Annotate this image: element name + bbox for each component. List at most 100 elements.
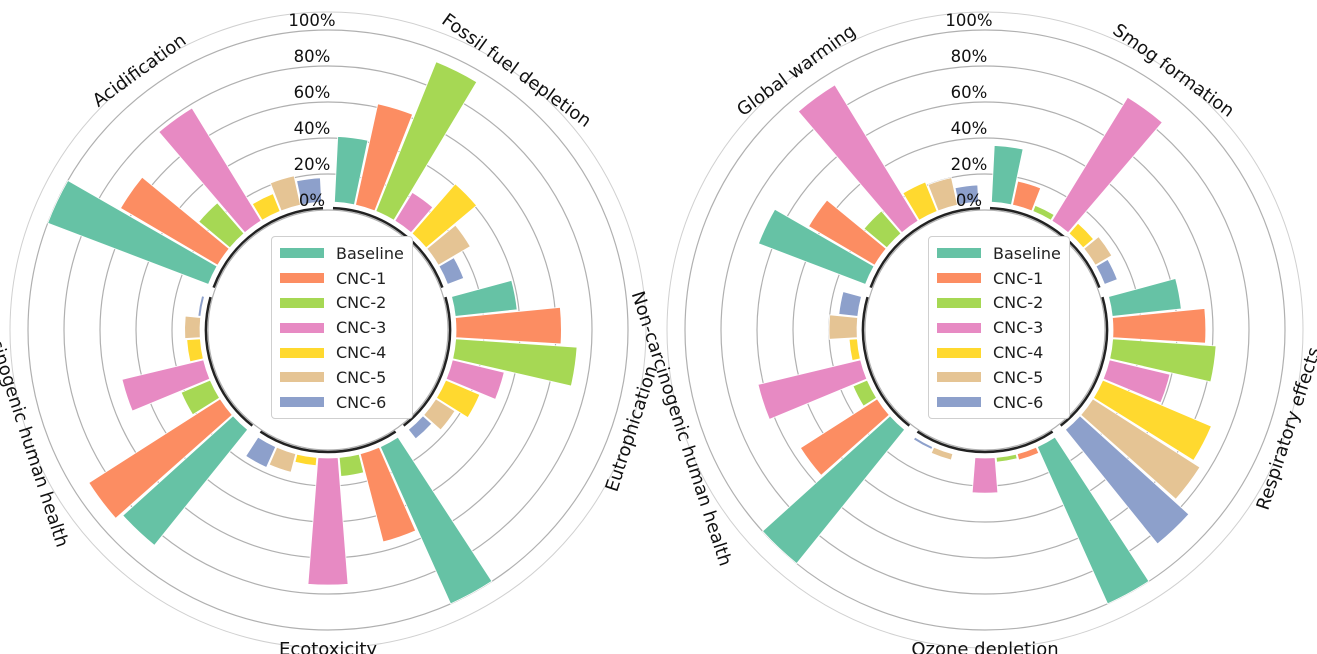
- bar-ozone-depletion-cnc-5: [930, 446, 954, 461]
- bar-carcinogenic-human-health-baseline: [122, 415, 249, 546]
- bar-eutrophication-cnc-3: [445, 359, 505, 400]
- bar-global-warming-cnc-2: [863, 210, 902, 249]
- bar-respiratory-effects-baseline: [1108, 278, 1182, 317]
- category-label-carcinogenic-human-health: Carcinogenic human health: [0, 308, 72, 550]
- category-baseline-arc: [861, 296, 911, 427]
- legend-item-cnc-4: CNC-4: [937, 340, 1061, 365]
- legend-label: CNC-1: [993, 268, 1044, 288]
- legend-right: Baseline CNC-1 CNC-2 CNC-3 CNC-4 CNC-5 C…: [928, 236, 1070, 419]
- legend-swatch-baseline: [937, 248, 981, 259]
- category-baseline-arc: [869, 206, 981, 289]
- bar-smog-formation-cnc-1: [1012, 180, 1042, 212]
- legend-swatch-cnc-4: [280, 347, 324, 358]
- bar-ecotoxicity-cnc-3: [307, 457, 349, 586]
- bar-respiratory-effects-cnc-5: [1080, 398, 1201, 500]
- grid-circle: [63, 65, 593, 595]
- legend-label: Baseline: [993, 243, 1061, 263]
- legend-item-baseline: Baseline: [937, 241, 1061, 266]
- legend-item-cnc-3: CNC-3: [937, 315, 1061, 340]
- bar-non-carcinogenic-human-health-cnc-6: [838, 291, 862, 317]
- legend-swatch-cnc-6: [937, 397, 981, 408]
- bar-ecotoxicity-cnc-1: [359, 446, 417, 543]
- legend-swatch-cnc-5: [937, 372, 981, 383]
- legend-item-cnc-1: CNC-1: [280, 266, 404, 291]
- bar-respiratory-effects-cnc-1: [1111, 308, 1207, 344]
- category-baseline-arc: [332, 206, 444, 289]
- bar-smog-formation-cnc-4: [1068, 222, 1095, 249]
- legend-label: Baseline: [336, 243, 404, 263]
- legend-label: CNC-5: [336, 367, 387, 387]
- legend-item-cnc-1: CNC-1: [937, 266, 1061, 291]
- outer-frame: [9, 11, 647, 649]
- radial-tick-label: 80%: [951, 47, 988, 66]
- category-label-ecotoxicity: Ecotoxicity: [279, 639, 377, 654]
- bar-ecotoxicity-cnc-2: [338, 453, 365, 477]
- bar-fossil-fuel-depletion-cnc-3: [394, 191, 434, 234]
- bar-respiratory-effects-cnc-2: [1109, 338, 1217, 383]
- outer-frame: [666, 11, 1304, 649]
- radial-tick-label: 0%: [299, 191, 325, 210]
- bar-eutrophication-cnc-2: [452, 338, 578, 387]
- legend-swatch-cnc-3: [280, 322, 324, 333]
- bar-acidification-cnc-2: [198, 202, 245, 249]
- bar-ecotoxicity-cnc-5: [268, 446, 297, 473]
- legend-swatch-cnc-4: [937, 347, 981, 358]
- category-label-acidification: Acidification: [89, 30, 190, 112]
- grid-circle: [207, 209, 449, 451]
- bar-fossil-fuel-depletion-cnc-5: [426, 224, 471, 266]
- bar-carcinogenic-human-health-cnc-3: [121, 359, 211, 412]
- bar-smog-formation-baseline: [991, 145, 1024, 206]
- legend-swatch-cnc-2: [280, 297, 324, 308]
- legend-item-cnc-3: CNC-3: [280, 315, 404, 340]
- legend-label: CNC-6: [993, 392, 1044, 412]
- grid-circle: [27, 29, 629, 631]
- radial-tick-label: 100%: [945, 11, 992, 30]
- legend-item-cnc-6: CNC-6: [280, 390, 404, 415]
- bar-ozone-depletion-cnc-6: [912, 436, 934, 450]
- legend-label: CNC-6: [336, 392, 387, 412]
- legend-item-cnc-2: CNC-2: [937, 291, 1061, 316]
- radial-tick-label: 0%: [956, 191, 982, 210]
- legend-swatch-cnc-3: [937, 322, 981, 333]
- bar-global-warming-cnc-1: [808, 199, 887, 266]
- bar-acidification-cnc-6: [296, 177, 322, 206]
- radial-tick-label: 100%: [288, 11, 335, 30]
- bar-respiratory-effects-cnc-3: [1102, 359, 1171, 404]
- bar-acidification-cnc-4: [251, 193, 281, 221]
- bar-non-carcinogenic-human-health-cnc-1: [799, 398, 890, 476]
- bar-non-carcinogenic-human-health-cnc-5: [828, 314, 859, 340]
- radial-tick-label: 40%: [951, 119, 988, 138]
- legend-swatch-cnc-5: [280, 372, 324, 383]
- bar-non-carcinogenic-human-health-cnc-2: [852, 379, 878, 407]
- bar-carcinogenic-human-health-cnc-4: [186, 338, 204, 363]
- bar-fossil-fuel-depletion-cnc-6: [438, 257, 465, 285]
- bar-acidification-cnc-3: [158, 107, 262, 234]
- bar-acidification-cnc-5: [269, 175, 301, 212]
- category-baseline-arc: [1059, 296, 1109, 427]
- bar-fossil-fuel-depletion-cnc-1: [355, 103, 414, 212]
- bar-fossil-fuel-depletion-baseline: [334, 136, 369, 206]
- category-baseline-arc: [212, 206, 324, 289]
- bar-ozone-depletion-cnc-4: [953, 452, 975, 458]
- bar-carcinogenic-human-health-cnc-2: [180, 379, 221, 416]
- bar-eutrophication-cnc-5: [423, 398, 456, 431]
- grid-circle: [756, 101, 1214, 559]
- legend-label: CNC-2: [993, 293, 1044, 313]
- legend-swatch-baseline: [280, 248, 324, 259]
- bar-global-warming-cnc-3: [797, 84, 919, 234]
- legend-label: CNC-1: [336, 268, 387, 288]
- bar-ozone-depletion-cnc-2: [995, 453, 1018, 463]
- bar-eutrophication-cnc-4: [435, 379, 481, 419]
- radial-tick-label: 40%: [294, 119, 331, 138]
- bar-eutrophication-cnc-6: [407, 415, 433, 440]
- legend-item-cnc-5: CNC-5: [280, 365, 404, 390]
- bar-fossil-fuel-depletion-cnc-4: [411, 183, 478, 249]
- bar-global-warming-baseline: [758, 208, 875, 285]
- legend-item-baseline: Baseline: [280, 241, 404, 266]
- radial-tick-label: 20%: [294, 155, 331, 174]
- category-label-fossil-fuel-depletion: Fossil fuel depletion: [438, 10, 595, 132]
- legend-swatch-cnc-6: [280, 397, 324, 408]
- radial-tick-label: 60%: [294, 83, 331, 102]
- bar-smog-formation-cnc-3: [1051, 96, 1163, 234]
